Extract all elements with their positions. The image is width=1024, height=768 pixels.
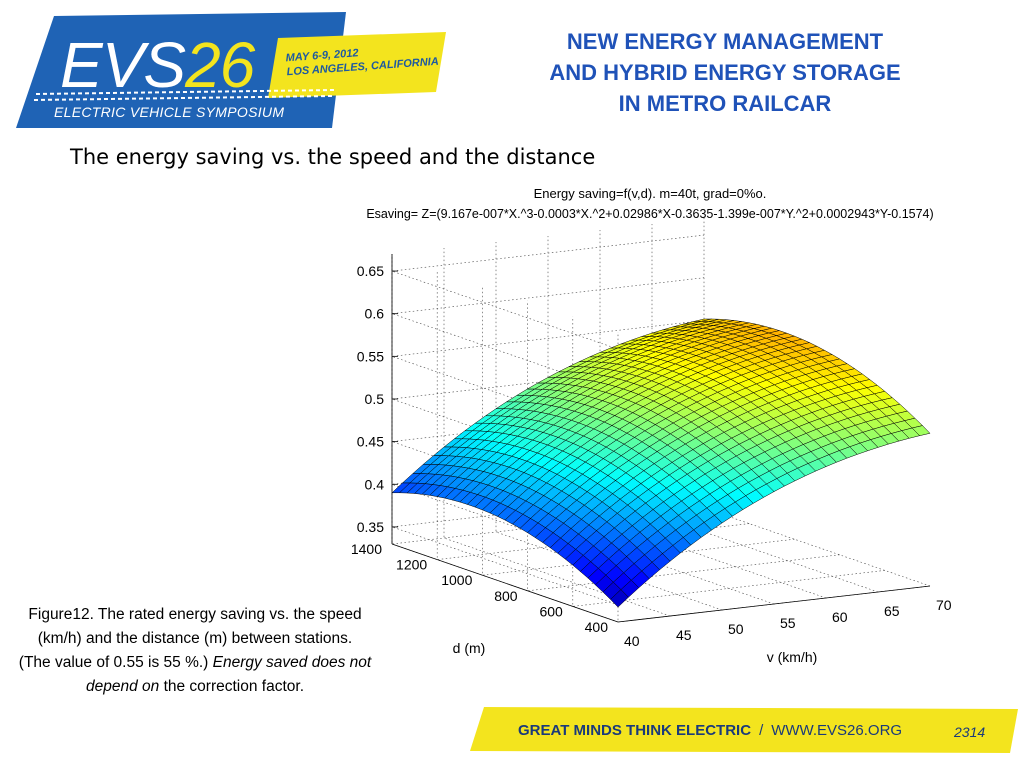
footer-banner: GREAT MINDS THINK ELECTRIC / WWW.EVS26.ORG…: [470, 705, 1018, 755]
y-gridline-3: [482, 285, 795, 576]
x-gridline-3: [547, 236, 775, 605]
logo-banner-graphic: [16, 12, 446, 128]
energy-saving-surface-chart: Energy saving=f(v,d). m=40t, grad=0%o. Es…: [351, 186, 952, 665]
y-gridline-2: [527, 300, 840, 592]
page-number: 2314: [954, 724, 986, 740]
surface-cell: [610, 589, 629, 608]
y-tick-label: 1000: [441, 572, 472, 588]
caption-line-2: (The value of 0.55 is 55 %.) Energy save…: [18, 654, 372, 695]
x-gridline-1: [443, 248, 671, 617]
y-tick-label: 800: [494, 588, 518, 604]
y-tick-label: 600: [539, 603, 563, 619]
x-tick-label: 65: [884, 603, 900, 619]
x-tick-label: 50: [728, 621, 744, 637]
logo-subtitle: ELECTRIC VEHICLE SYMPOSIUM: [54, 104, 285, 120]
footer-slogan-line: GREAT MINDS THINK ELECTRIC / WWW.EVS26.ORG: [518, 722, 903, 739]
z-tick-label: 0.4: [365, 476, 385, 492]
y-tick-label: 1200: [396, 557, 427, 573]
footer-banner-graphic: [470, 707, 1018, 753]
x-tick-label: 70: [936, 597, 952, 613]
slide-subtitle: The energy saving vs. the speed and the …: [70, 145, 596, 169]
chart-surface: [391, 318, 931, 608]
caption-line-1: Figure12. The rated energy saving vs. th…: [28, 606, 362, 647]
chart-title-line-2: Esaving= Z=(9.167e-007*X.^3-0.0003*X.^2+…: [366, 207, 933, 221]
figure-caption: Figure12. The rated energy saving vs. th…: [10, 603, 380, 699]
x-axis-label: v (km/h): [767, 649, 818, 665]
x-tick-label: 40: [624, 633, 640, 649]
logo-title: EVS26: [60, 29, 255, 101]
x-tick-label: 55: [780, 615, 796, 631]
y-tick-label: 400: [585, 619, 609, 635]
x-gridline-6: [703, 218, 931, 587]
z-tick-label: 0.6: [365, 306, 385, 322]
x-tick-label: 45: [676, 627, 692, 643]
y-axis-line: [391, 543, 619, 623]
x-tick-label: 60: [832, 609, 848, 625]
x-gridline-5: [651, 224, 879, 593]
z-tick-label: 0.45: [357, 434, 384, 450]
z-tick-label: 0.5: [365, 391, 385, 407]
z-gridline-6: [391, 234, 705, 350]
z-gridline-4: [391, 320, 705, 435]
z-tick-label: 0.35: [357, 519, 384, 535]
footer-url[interactable]: WWW.EVS26.ORG: [771, 722, 903, 739]
y-gridline-1: [572, 316, 885, 607]
y-tick-label: 1400: [351, 541, 382, 557]
evs26-logo: EVS26 MAY 6-9, 2012 LOS ANGELES, CALIFOR…: [16, 12, 448, 130]
chart-axes: 0.35 0.4 0.45 0.5 0.55 0.6 0.65 400 600 800 1000 12…: [351, 263, 952, 665]
chart-title-line-1: Energy saving=f(v,d). m=40t, grad=0%o.: [534, 186, 767, 201]
y-axis-label: d (m): [453, 640, 486, 656]
slide-title: NEW ENERGY MANAGEMENT AND HYBRID ENERGY …: [549, 29, 901, 116]
x-gridline-4: [599, 230, 827, 599]
chart-title: Energy saving=f(v,d). m=40t, grad=0%o. Es…: [366, 186, 933, 221]
z-tick-label: 0.65: [357, 263, 384, 279]
x-gridline-2: [495, 242, 723, 611]
x-axis-line: [617, 585, 931, 623]
z-tick-label: 0.55: [357, 348, 384, 364]
